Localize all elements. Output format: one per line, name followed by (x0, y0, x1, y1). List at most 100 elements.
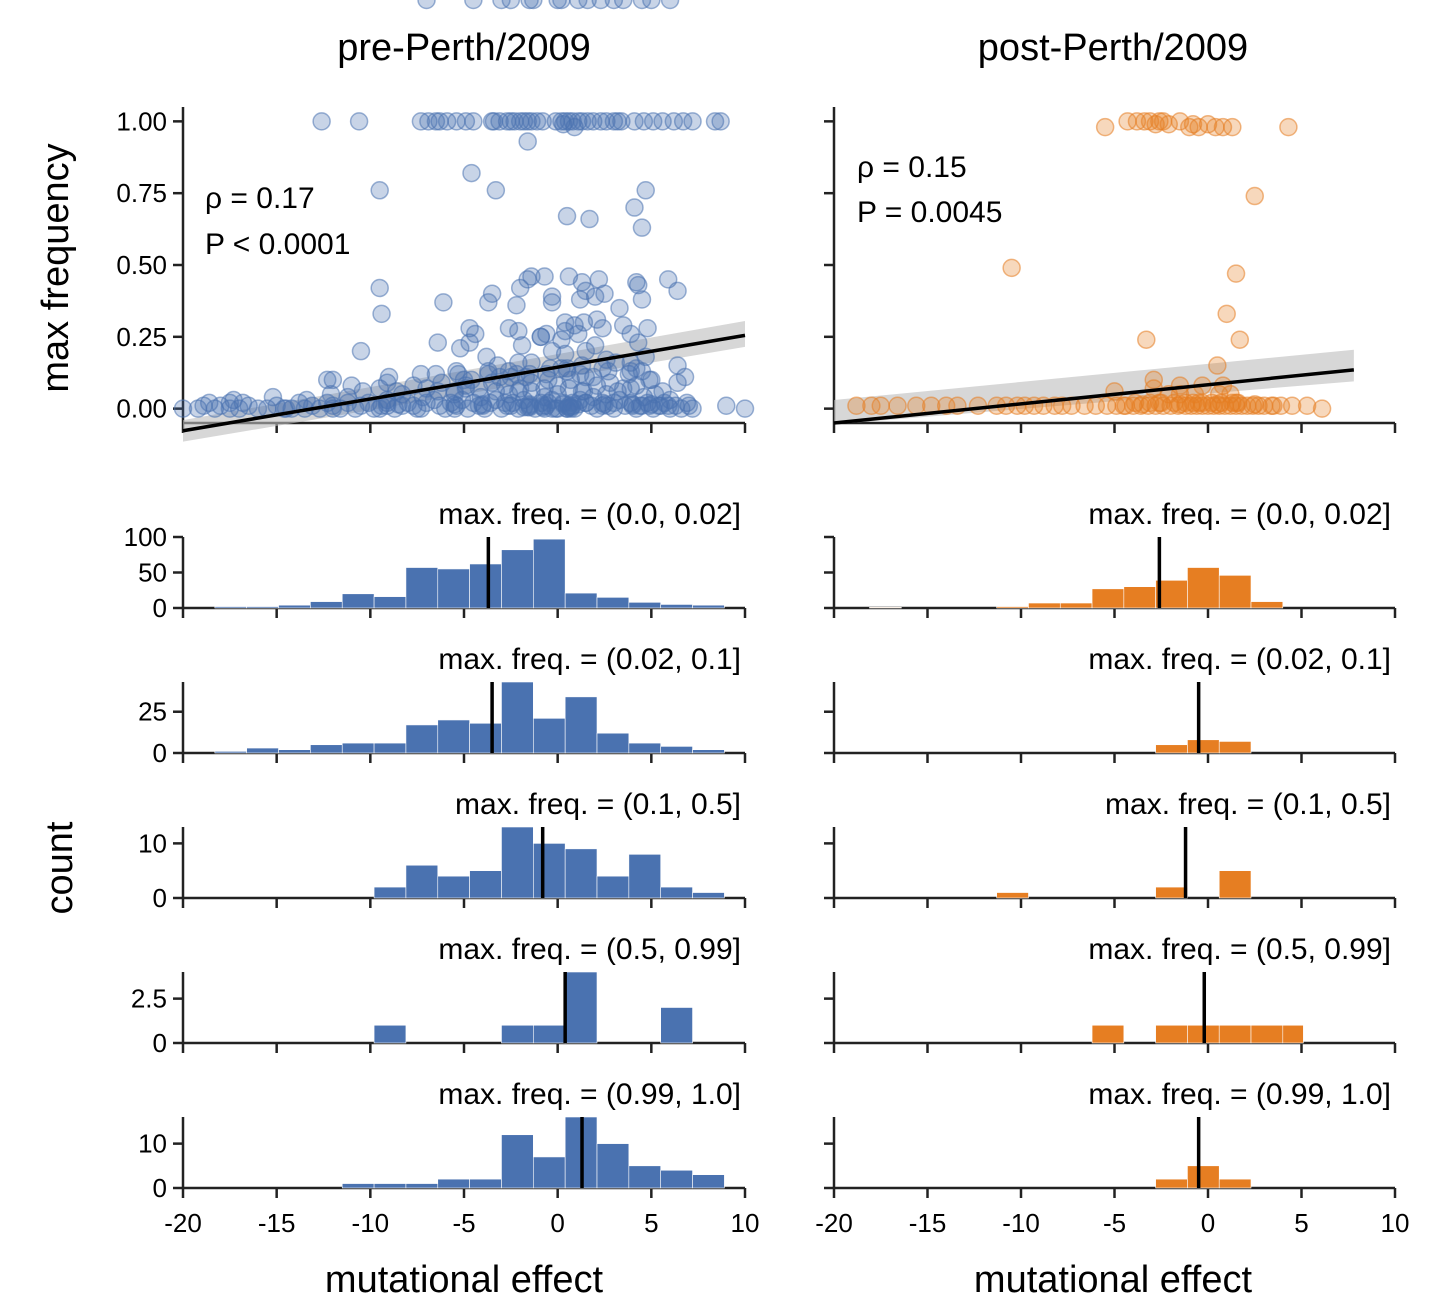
scatter-point (576, 393, 596, 413)
scatter-point (445, 399, 464, 418)
scatter-point (1002, 258, 1021, 278)
scatter-point (351, 341, 371, 361)
histogram-bar (310, 744, 343, 754)
scatter-point (522, 267, 541, 286)
scatter-point (572, 272, 592, 292)
scatter-point (512, 336, 532, 355)
histogram-bar (1282, 1024, 1304, 1044)
scatter-point (411, 112, 431, 131)
scatter-point (1226, 264, 1246, 283)
scatter-point (1312, 399, 1332, 418)
histogram-bar (564, 592, 598, 609)
scatter-point (660, 0, 680, 10)
x-tick-label-hist-post-5: -10 (1002, 1208, 1040, 1238)
histogram-bar (501, 1024, 534, 1044)
y-tick-label-scatter-pre: 0.25 (116, 322, 167, 352)
x-tick-label-hist-post-5: 0 (1201, 1208, 1215, 1238)
y-tick-label-hist-pre-3: 10 (138, 828, 167, 858)
histogram-bar (373, 742, 407, 754)
histogram-bar (437, 719, 470, 754)
rho-annotation-post: ρ = 0.15 (857, 151, 967, 184)
scatter-point (1213, 376, 1233, 395)
scatter-point (1159, 114, 1178, 134)
scatter-point (372, 304, 391, 324)
scatter-point (389, 395, 408, 414)
histogram-bar (405, 724, 439, 754)
histogram-bar (341, 1183, 375, 1189)
scatter-point (437, 112, 457, 131)
x-tick-label-hist-pre-5: -5 (452, 1208, 475, 1238)
scatter-point (589, 270, 609, 289)
histogram-bar (628, 602, 661, 609)
scatter-points-pre (173, 0, 755, 418)
scatter-point (312, 112, 331, 131)
y-tick-label-scatter-pre: 0.50 (116, 250, 167, 280)
scatter-point (612, 112, 631, 131)
scatter-point (1114, 396, 1134, 416)
histogram-bar (1218, 1178, 1252, 1189)
p-annotation-pre: P < 0.0001 (205, 228, 350, 261)
histogram-bar (341, 742, 375, 754)
scatter-point (447, 362, 466, 381)
y-tick-label-hist-pre-1: 50 (138, 558, 167, 588)
histogram-bar (692, 892, 725, 899)
scatter-point (638, 318, 657, 338)
x-tick-label-hist-pre-5: -10 (352, 1208, 390, 1238)
scatter-point (555, 344, 575, 364)
scatter-point (1137, 330, 1156, 349)
histogram-bar (596, 875, 630, 899)
scatter-point (585, 336, 605, 355)
panel-title-post-4: max. freq. = (0.5, 0.99] (1088, 933, 1391, 966)
scatter-point (679, 396, 699, 416)
scatter-point (636, 181, 655, 200)
scatter-point (627, 272, 646, 292)
histogram-bar (1059, 602, 1093, 609)
panel-title-post-5: max. freq. = (0.99, 1.0] (1088, 1078, 1391, 1111)
scatter-point (658, 270, 678, 289)
scatter-point (584, 112, 603, 131)
scatter-point (563, 112, 582, 131)
histogram-bar (628, 854, 661, 899)
scatter-point (1095, 117, 1115, 137)
panel-title-post-3: max. freq. = (0.1, 0.5] (1105, 788, 1391, 821)
scatter-point (460, 333, 479, 352)
histogram-bar (533, 843, 566, 899)
scatter-point (642, 395, 661, 414)
scatter-point (1127, 112, 1147, 131)
scatter-point (563, 393, 582, 413)
scatter-point (407, 399, 427, 418)
histogram-bars-post-4 (1091, 1024, 1304, 1044)
scatter-point (539, 393, 558, 413)
histogram-bar (533, 538, 566, 609)
histogram-bar (564, 971, 598, 1044)
scatter-point (445, 395, 464, 414)
histogram-bar (501, 681, 534, 754)
scatter-point (370, 278, 389, 298)
scatter-point (735, 399, 755, 418)
y-tick-label-hist-pre-1: 100 (124, 522, 167, 552)
scatter-point (411, 364, 431, 384)
scatter-point (1230, 330, 1250, 349)
scatter-point (1245, 186, 1264, 206)
histogram-bar (660, 604, 693, 609)
scatter-point (717, 396, 736, 416)
histogram-bar (437, 875, 470, 899)
x-tick-label-hist-post-5: -15 (909, 1208, 947, 1238)
scatter-point (1133, 395, 1152, 414)
histogram-bar (1187, 739, 1220, 754)
histogram-bars-pre-1 (214, 538, 725, 609)
histogram-bar (1218, 1024, 1252, 1044)
histogram-bars-pre-3 (373, 826, 725, 899)
scatter-point (578, 112, 597, 131)
scatter-point (509, 321, 528, 341)
y-tick-label-hist-pre-2: 0 (153, 738, 167, 768)
histogram-bar (437, 1178, 470, 1189)
y-tick-label-hist-pre-1: 0 (153, 593, 167, 623)
scatter-point (473, 395, 492, 414)
scatter-point (477, 347, 496, 367)
scatter-point (342, 376, 361, 395)
histogram-bar (660, 886, 693, 899)
scatter-point (1125, 393, 1145, 413)
histogram-bar (596, 1143, 630, 1189)
